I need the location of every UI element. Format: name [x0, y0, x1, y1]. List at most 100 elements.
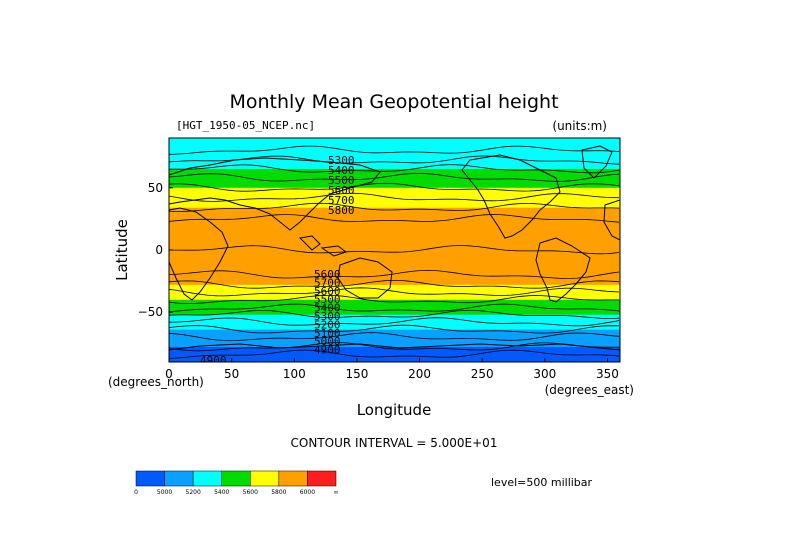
colorbar-tick-label: 5000 [157, 489, 172, 496]
x-tick-label: 250 [471, 367, 494, 381]
coastline-outlines [169, 145, 620, 351]
contour-band [169, 187, 620, 199]
coastline-greenland [581, 145, 613, 179]
contour-band [169, 138, 620, 152]
contour-line [169, 295, 619, 305]
contour-band [169, 177, 620, 189]
contour-band [169, 314, 620, 323]
contour-label: 5100 [314, 327, 341, 340]
contour-line [169, 287, 620, 297]
contour-line [169, 164, 620, 174]
x-tick-label: 0 [165, 367, 173, 381]
contour-line [169, 309, 620, 319]
contour-band [169, 337, 620, 348]
contour-line [169, 182, 620, 192]
contour-label: 5600 [314, 268, 341, 281]
contour-line [169, 192, 620, 202]
y-axis-label: Latitude [113, 219, 131, 281]
units-label: (units:m) [552, 119, 607, 133]
contour-label: 5500 [328, 174, 355, 187]
contour-band [169, 169, 620, 179]
y-axis-ticks: −50 0 50 [138, 181, 173, 319]
contour-line [169, 214, 620, 223]
colorbar-swatch [164, 470, 194, 487]
contour-label: 4900 [314, 344, 341, 357]
contour-line [169, 332, 620, 341]
colorbar-swatch [192, 470, 222, 487]
contour-label: 5400 [328, 164, 355, 177]
x-tick-label: 300 [533, 367, 556, 381]
x-tick-label: 50 [224, 367, 239, 381]
contour-fill-bands [169, 138, 620, 362]
plot-area: 5300540055005600570058005600570056005500… [169, 138, 620, 367]
colorbar-swatch [278, 470, 308, 487]
contour-line [169, 342, 619, 352]
colorbar-swatch [307, 470, 337, 487]
x-tick-label: 350 [596, 367, 619, 381]
coastline-north-america [461, 154, 561, 239]
contour-band [169, 292, 620, 301]
coastline-south-america [535, 237, 591, 303]
y-unit-label: (degrees_north) [108, 375, 204, 389]
contour-line [169, 173, 620, 182]
coastline-maritime-continent [298, 235, 348, 257]
contour-band [169, 284, 620, 293]
y-tick-label: 0 [155, 243, 163, 257]
colorbar: 0 5000 5200 5400 5600 5800 6000 ∞ [134, 470, 339, 496]
contour-band [169, 329, 620, 338]
contour-line [169, 269, 620, 279]
colorbar-swatch [221, 470, 251, 487]
contour-band [169, 354, 620, 362]
colorbar-tick-label: 5800 [271, 489, 286, 496]
contour-line [169, 280, 620, 289]
colorbar-tick-label: ∞ [334, 489, 339, 496]
contour-band [169, 299, 620, 310]
colorbar-tick-label: 5400 [214, 489, 229, 496]
x-unit-label: (degrees_east) [545, 383, 634, 397]
chart-title: Monthly Mean Geopotential height [229, 91, 558, 113]
coastline-antarctica [169, 343, 620, 351]
contour-line [169, 349, 620, 359]
contour-band [169, 347, 620, 356]
contour-label: 4900 [200, 354, 227, 367]
contour-label: 5600 [314, 285, 341, 298]
colorbar-tick-label: 5200 [186, 489, 201, 496]
colorbar-swatch [250, 470, 280, 487]
contour-label: 5300 [328, 154, 355, 167]
contour-band [169, 322, 620, 331]
contour-lines [169, 145, 620, 359]
contour-line [169, 245, 620, 255]
contour-value-labels: 5300540055005600570058005600570056005500… [200, 154, 355, 367]
contour-label: 5600 [328, 184, 355, 197]
colorbar-tick-label: 6000 [300, 489, 315, 496]
contour-label: 5300 [314, 310, 341, 323]
coastline-australia [337, 257, 393, 299]
contour-label: 5000 [314, 335, 341, 348]
contour-band [169, 218, 620, 251]
contour-interval-label: CONTOUR INTERVAL = 5.000E+01 [291, 436, 498, 450]
coastline-africa [169, 207, 229, 301]
contour-line [169, 145, 620, 155]
contour-band [169, 250, 620, 276]
contour-line [169, 317, 620, 327]
colorbar-tick-label: 0 [134, 489, 138, 496]
contour-line [169, 202, 620, 212]
level-label: level=500 millibar [491, 476, 593, 489]
contour-label: 5700 [328, 194, 355, 207]
coastline-west-africa [603, 199, 620, 241]
contour-label: 5700 [314, 276, 341, 289]
x-tick-label: 200 [408, 367, 431, 381]
contour-line [169, 303, 620, 313]
x-tick-label: 150 [345, 367, 368, 381]
x-axis-ticks: 0 50 100 150 200 250 300 350 [165, 358, 619, 381]
x-axis-label: Longitude [357, 401, 432, 419]
x-tick-label: 100 [283, 367, 306, 381]
contour-band [169, 160, 620, 170]
contour-label: 5400 [314, 302, 341, 315]
contour-band [169, 308, 620, 316]
contour-band [169, 150, 620, 161]
contour-band [169, 207, 620, 220]
y-tick-label: 50 [148, 181, 163, 195]
contour-band [169, 197, 620, 209]
coastline-eurasia [169, 157, 381, 231]
